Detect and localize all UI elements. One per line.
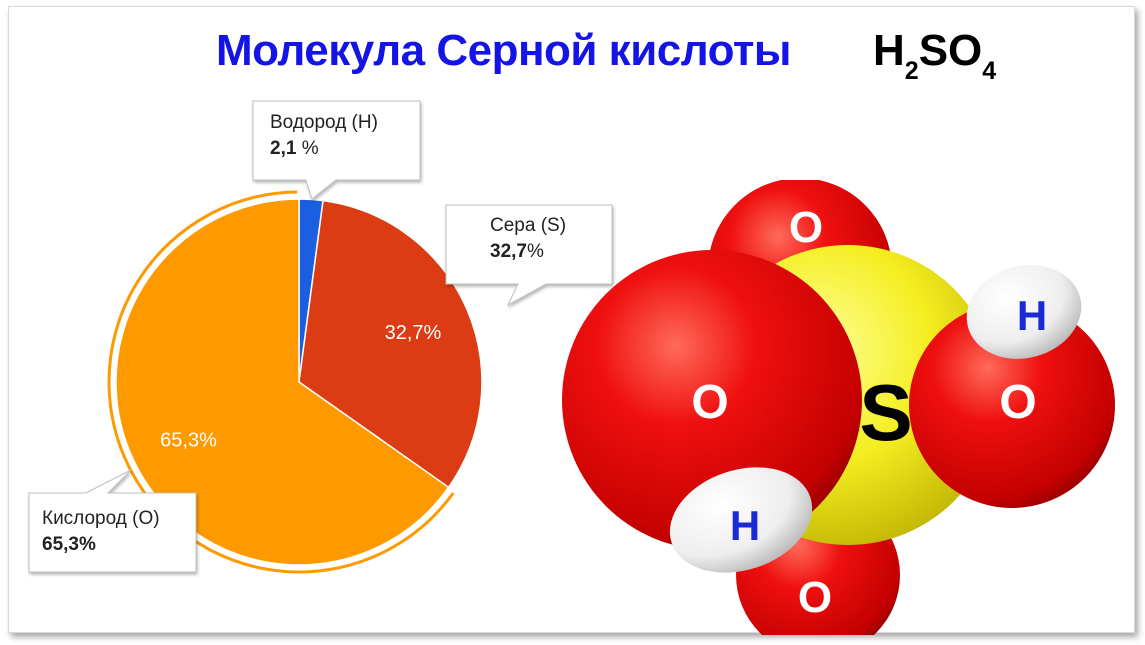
page-title: Молекула Серной кислоты — [216, 26, 792, 75]
atom-label-hydrogen-left: H — [730, 502, 760, 549]
callout-hydrogen: Водород (H) 2,1 % — [270, 110, 378, 162]
callout-sulfur: Сера (S) 32,7% — [490, 213, 566, 265]
callout-oxygen-value: 65,3 — [42, 534, 79, 555]
atom-label-oxygen-bottom: O — [798, 573, 832, 622]
atom-label-oxygen-left: O — [691, 376, 728, 429]
pie-slices — [115, 198, 483, 566]
pie-label-oxygen: 65,3% — [160, 429, 217, 451]
sulfuric-acid-molecule: O O S O H O H — [562, 180, 1115, 635]
callout-hydrogen-name: Водород (H) — [270, 112, 378, 133]
formula-h-subscript: 2 — [904, 57, 919, 85]
pie-slice-oxygen — [115, 198, 450, 566]
formula-o-subscript: 4 — [982, 57, 997, 85]
pie-label-sulfur: 32,7% — [385, 322, 442, 344]
atom-label-hydrogen-right: H — [1017, 292, 1047, 339]
atom-label-oxygen-right: O — [999, 376, 1036, 429]
atom-label-sulfur: S — [859, 368, 912, 457]
callout-shapes — [28, 100, 613, 573]
atom-label-oxygen-top: O — [789, 203, 823, 252]
hydrogen-atom-right — [966, 265, 1082, 359]
hydrogen-atom-left — [669, 467, 813, 573]
callout-sulfur-box — [445, 204, 613, 307]
pie-outline — [107, 190, 455, 574]
chemical-formula: H2SO4 — [873, 26, 996, 85]
formula-h: H — [873, 26, 905, 75]
callout-hydrogen-value: 2,1 — [270, 138, 297, 159]
pie-slice-sulfur — [298, 199, 483, 489]
pie-slice-oxygen-outline — [107, 190, 455, 574]
pie-data-labels: 32,7% 65,3% — [160, 322, 441, 451]
callout-hydrogen-unit: % — [296, 138, 319, 159]
callout-hydrogen-box — [252, 100, 421, 200]
callout-sulfur-value: 32,7 — [490, 241, 527, 262]
callout-sulfur-unit: % — [526, 241, 544, 262]
callout-oxygen-box — [28, 469, 197, 573]
callout-oxygen: Кислород (O) 65,3% — [42, 506, 160, 558]
callout-sulfur-name: Сера (S) — [490, 215, 567, 236]
formula-so: SO — [918, 26, 983, 75]
callout-oxygen-name: Кислород (O) — [42, 508, 160, 529]
oxygen-atom-right — [909, 302, 1115, 508]
callout-oxygen-unit: % — [78, 534, 96, 555]
